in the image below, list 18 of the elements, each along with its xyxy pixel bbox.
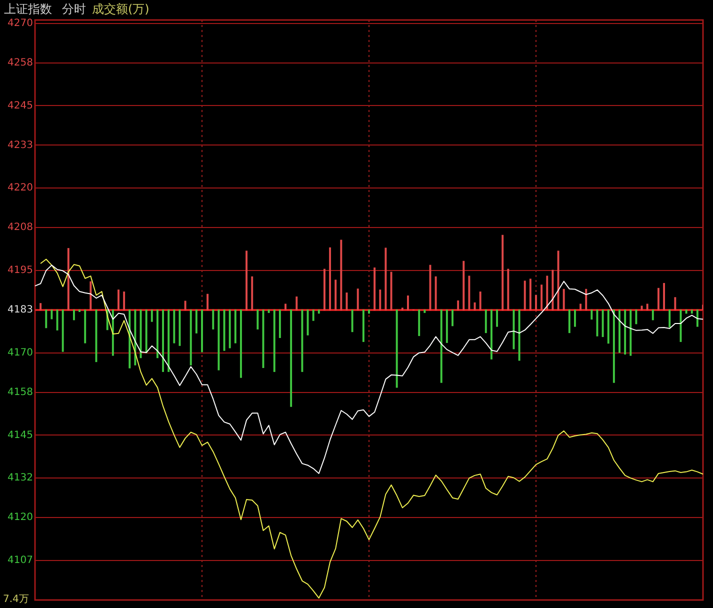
- y-tick-label: 4195: [8, 265, 33, 276]
- y-tick-label: 4132: [8, 472, 33, 484]
- chart-title: 上证指数: [4, 2, 52, 16]
- y-tick-label: 4158: [8, 386, 33, 398]
- y-tick-label: 4183: [8, 304, 33, 316]
- y-tick-label: 4208: [8, 222, 33, 234]
- y-tick-label: 4170: [8, 347, 33, 358]
- y-tick-label: 4233: [8, 140, 33, 151]
- y-tick-label: 4220: [8, 182, 33, 194]
- y-tick-label: 4270: [8, 18, 33, 29]
- y-tick-label: 4120: [8, 512, 33, 524]
- text: 7.4万: [3, 592, 29, 606]
- y-tick-label: 4245: [8, 100, 33, 112]
- y-tick-label: 4258: [8, 57, 33, 68]
- chart-subtitle: 分时: [62, 2, 86, 16]
- text: 成交额(万): [92, 2, 150, 16]
- y-tick-label: 4107: [8, 555, 33, 566]
- y-tick-label: 4145: [8, 430, 33, 441]
